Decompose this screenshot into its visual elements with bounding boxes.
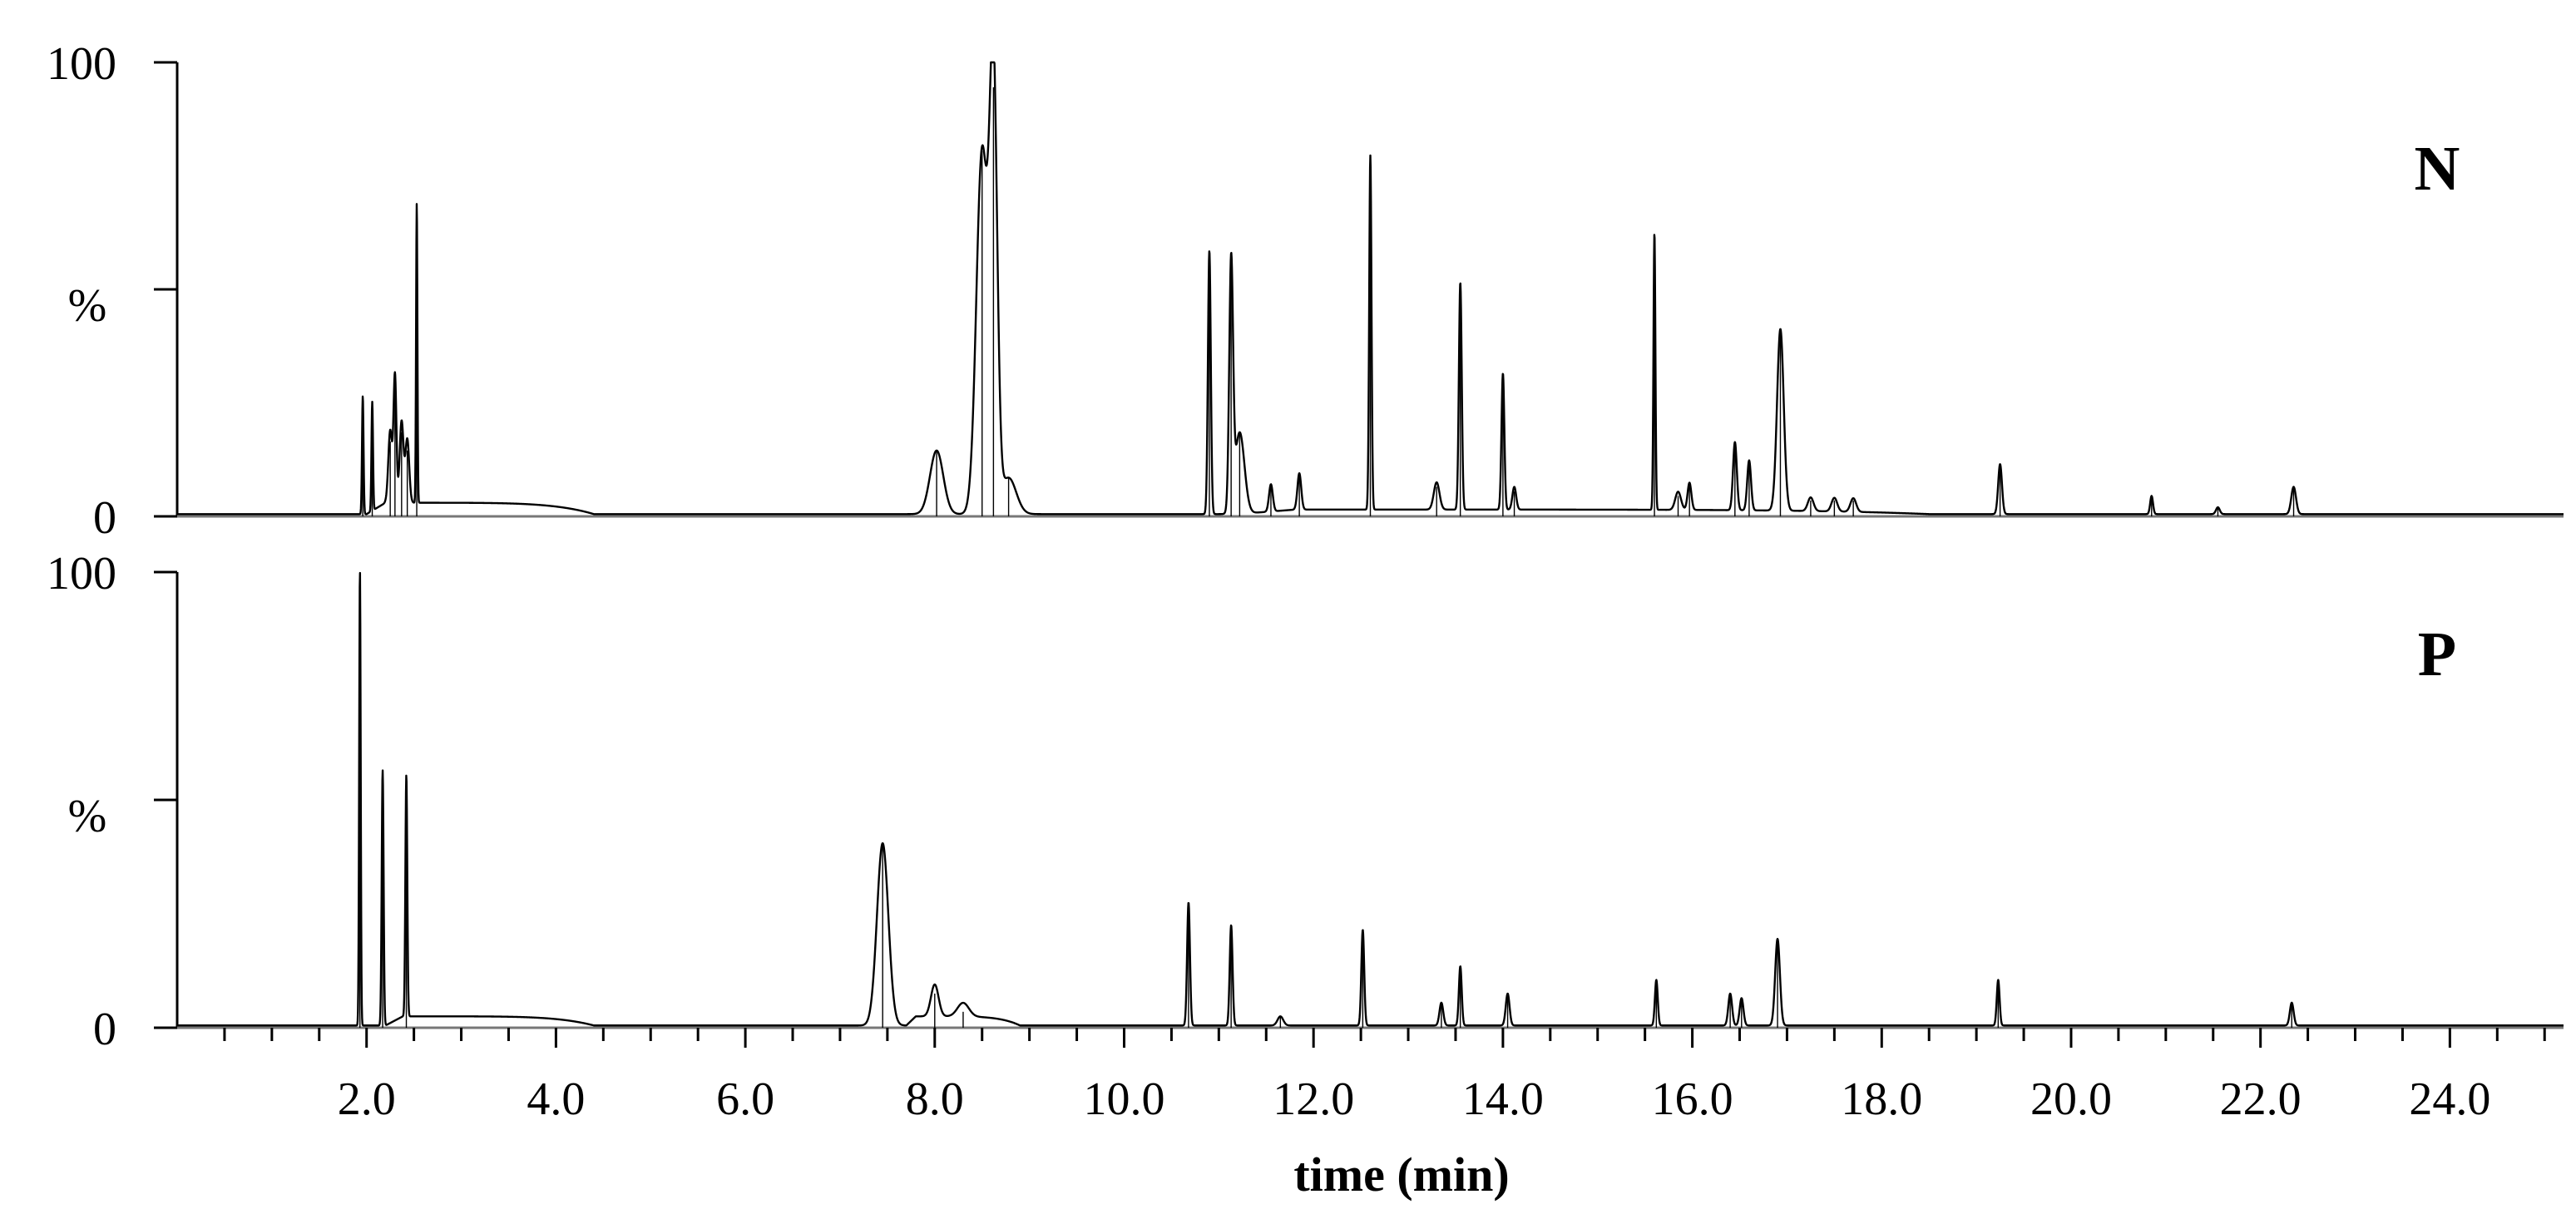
x-tick-label: 22.0 xyxy=(2220,1073,2302,1125)
y-axis-label: % xyxy=(68,280,107,332)
chromatogram-trace xyxy=(176,61,2564,516)
x-tick-label: 20.0 xyxy=(2030,1073,2112,1125)
y-tick-label-100: 100 xyxy=(47,38,116,90)
panel-label: P xyxy=(2418,619,2456,689)
x-tick-label: 10.0 xyxy=(1083,1073,1164,1125)
x-tick-label: 18.0 xyxy=(1841,1073,1922,1125)
x-axis-label: time (min) xyxy=(1293,1147,1509,1202)
x-tick-label: 16.0 xyxy=(1652,1073,1733,1125)
x-tick-label: 14.0 xyxy=(1462,1073,1544,1125)
x-tick-label: 8.0 xyxy=(906,1073,964,1125)
y-axis-label: % xyxy=(68,791,107,842)
chromatogram-panel-p: 0 100% P xyxy=(47,548,2564,1055)
y-tick-label-100: 100 xyxy=(47,548,116,600)
chromatogram-trace xyxy=(176,571,2564,1027)
x-tick-label: 2.0 xyxy=(338,1073,396,1125)
panel-label: N xyxy=(2415,134,2460,204)
x-tick-label: 24.0 xyxy=(2409,1073,2490,1125)
chromatogram-panel-n: 0 100% N xyxy=(47,38,2564,544)
x-tick-label: 6.0 xyxy=(716,1073,774,1125)
y-tick-label-0: 0 xyxy=(93,492,116,544)
y-tick-label-0: 0 xyxy=(93,1004,116,1055)
x-tick-label: 12.0 xyxy=(1273,1073,1354,1125)
x-axis: 2.0 4.0 6.0 8.0 10.0 12.0 14.0 16.0 18.0 20.0 22.0… xyxy=(223,1028,2546,1125)
x-tick-label: 4.0 xyxy=(527,1073,585,1125)
